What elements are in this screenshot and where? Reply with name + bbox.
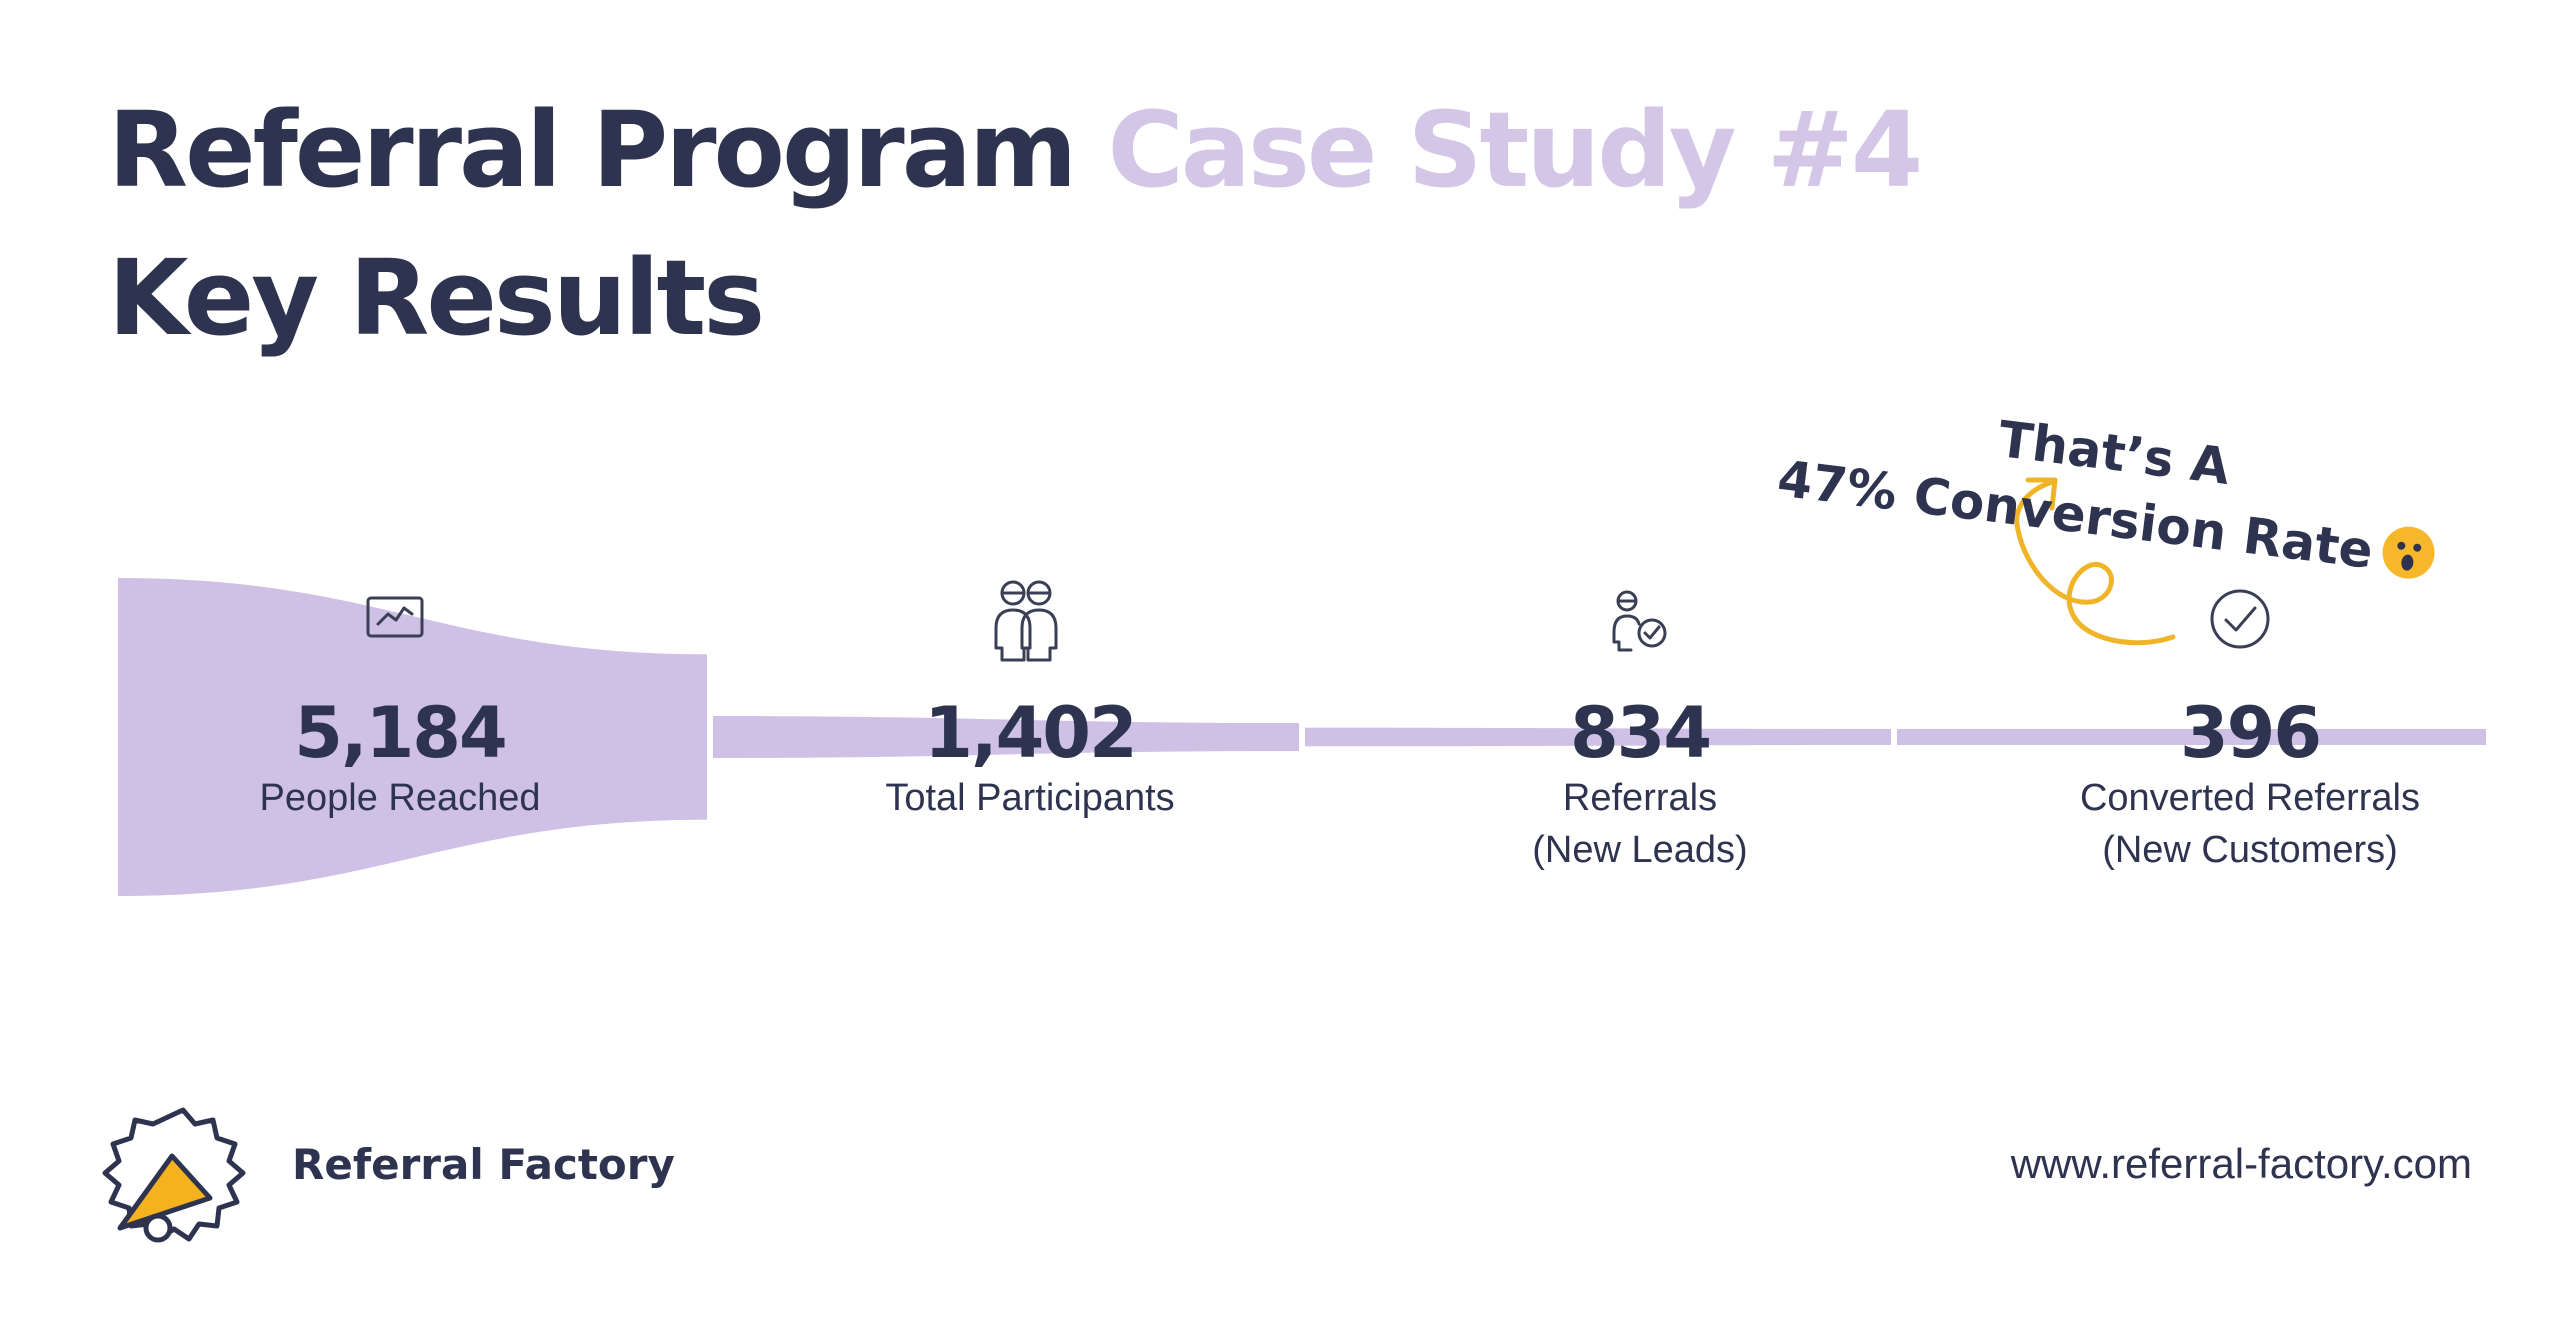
- stage-label-line-2-1: Total Participants: [885, 777, 1175, 819]
- stage-label-line-3-1: Referrals: [1562, 777, 1718, 819]
- stage-value-1: 5,184: [294, 692, 507, 774]
- check-circle-icon: [2210, 589, 2270, 649]
- stage-value-2: 1,402: [924, 692, 1137, 774]
- two-people-icon: [994, 580, 1058, 662]
- annotation-line-2: 47% Conversion Rate: [1774, 446, 2438, 592]
- brand-name: Referral Factory: [292, 1140, 675, 1189]
- stage-label-line-4-2: (New Customers): [2102, 829, 2398, 871]
- stage-label-line-4-1: Converted Referrals: [2079, 777, 2421, 819]
- curly-arrow-icon: [2014, 477, 2176, 646]
- surprised-face-emoji: [2379, 523, 2438, 582]
- funnel-segment-4: [1897, 729, 2486, 745]
- funnel-segment-2: [713, 716, 1299, 758]
- page-title: Referral Program Case Study #4: [108, 98, 1923, 202]
- website-link[interactable]: www.referral-factory.com: [2010, 1140, 2472, 1187]
- funnel-segment-3: [1305, 727, 1891, 747]
- funnel-segment-1: [118, 578, 707, 896]
- stage-label-2: Total Participants: [750, 772, 1310, 824]
- title-accent: Case Study #4: [1107, 89, 1923, 211]
- funnel-segments: [118, 578, 2486, 896]
- stage-value-3: 834: [1569, 692, 1712, 774]
- title-main: Referral Program: [108, 89, 1077, 211]
- person-check-icon: [1612, 590, 1667, 652]
- conversion-annotation: That’s A 47% Conversion Rate: [1774, 380, 2446, 592]
- stage-label-3: Referrals (New Leads): [1360, 772, 1920, 876]
- stage-label-4: Converted Referrals (New Customers): [1970, 772, 2530, 876]
- stage-label-1: People Reached: [120, 772, 680, 824]
- stage-label-line-1-1: People Reached: [259, 777, 541, 819]
- line-chart-icon: [366, 596, 424, 638]
- stage-label-line-3-2: (New Leads): [1532, 829, 1748, 871]
- stage-value-4: 396: [2179, 692, 2322, 774]
- page-subtitle: Key Results: [108, 237, 765, 359]
- megaphone-badge-icon: [102, 1107, 246, 1243]
